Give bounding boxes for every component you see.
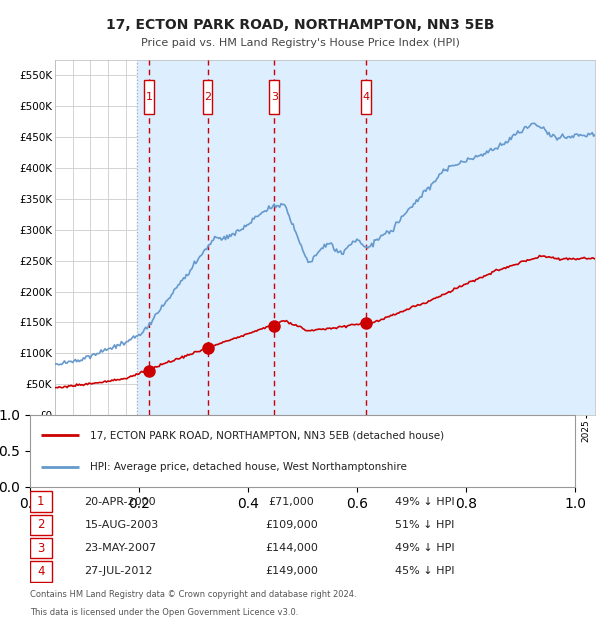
Text: 49% ↓ HPI: 49% ↓ HPI bbox=[395, 497, 455, 507]
Text: 1: 1 bbox=[145, 92, 152, 102]
Text: Contains HM Land Registry data © Crown copyright and database right 2024.: Contains HM Land Registry data © Crown c… bbox=[30, 590, 356, 599]
FancyBboxPatch shape bbox=[30, 561, 52, 582]
Text: 45% ↓ HPI: 45% ↓ HPI bbox=[395, 567, 455, 577]
Bar bbox=[137, 60, 208, 415]
FancyBboxPatch shape bbox=[269, 80, 279, 114]
Bar bbox=[358, 60, 595, 415]
Text: £149,000: £149,000 bbox=[265, 567, 318, 577]
Text: 51% ↓ HPI: 51% ↓ HPI bbox=[395, 520, 455, 530]
FancyBboxPatch shape bbox=[30, 492, 52, 512]
Text: 23-MAY-2007: 23-MAY-2007 bbox=[85, 543, 157, 553]
Text: 4: 4 bbox=[362, 92, 370, 102]
Text: 1: 1 bbox=[37, 495, 44, 508]
Text: £109,000: £109,000 bbox=[265, 520, 318, 530]
Text: 20-APR-2000: 20-APR-2000 bbox=[85, 497, 156, 507]
Text: 3: 3 bbox=[37, 542, 44, 555]
Text: Price paid vs. HM Land Registry's House Price Index (HPI): Price paid vs. HM Land Registry's House … bbox=[140, 38, 460, 48]
FancyBboxPatch shape bbox=[203, 80, 212, 114]
Text: This data is licensed under the Open Government Licence v3.0.: This data is licensed under the Open Gov… bbox=[30, 608, 298, 617]
Bar bbox=[265, 60, 366, 415]
Text: 27-JUL-2012: 27-JUL-2012 bbox=[85, 567, 153, 577]
Text: 2: 2 bbox=[37, 518, 44, 531]
Text: 17, ECTON PARK ROAD, NORTHAMPTON, NN3 5EB (detached house): 17, ECTON PARK ROAD, NORTHAMPTON, NN3 5E… bbox=[90, 430, 444, 440]
Text: 2: 2 bbox=[204, 92, 211, 102]
Text: 15-AUG-2003: 15-AUG-2003 bbox=[85, 520, 159, 530]
FancyBboxPatch shape bbox=[361, 80, 371, 114]
Text: 3: 3 bbox=[271, 92, 278, 102]
Text: HPI: Average price, detached house, West Northamptonshire: HPI: Average price, detached house, West… bbox=[90, 462, 407, 472]
Bar bbox=[197, 60, 274, 415]
Text: £144,000: £144,000 bbox=[265, 543, 318, 553]
Text: 49% ↓ HPI: 49% ↓ HPI bbox=[395, 543, 455, 553]
FancyBboxPatch shape bbox=[30, 515, 52, 535]
FancyBboxPatch shape bbox=[144, 80, 154, 114]
Text: 4: 4 bbox=[37, 565, 44, 578]
Text: £71,000: £71,000 bbox=[269, 497, 314, 507]
FancyBboxPatch shape bbox=[30, 538, 52, 559]
Text: 17, ECTON PARK ROAD, NORTHAMPTON, NN3 5EB: 17, ECTON PARK ROAD, NORTHAMPTON, NN3 5E… bbox=[106, 18, 494, 32]
